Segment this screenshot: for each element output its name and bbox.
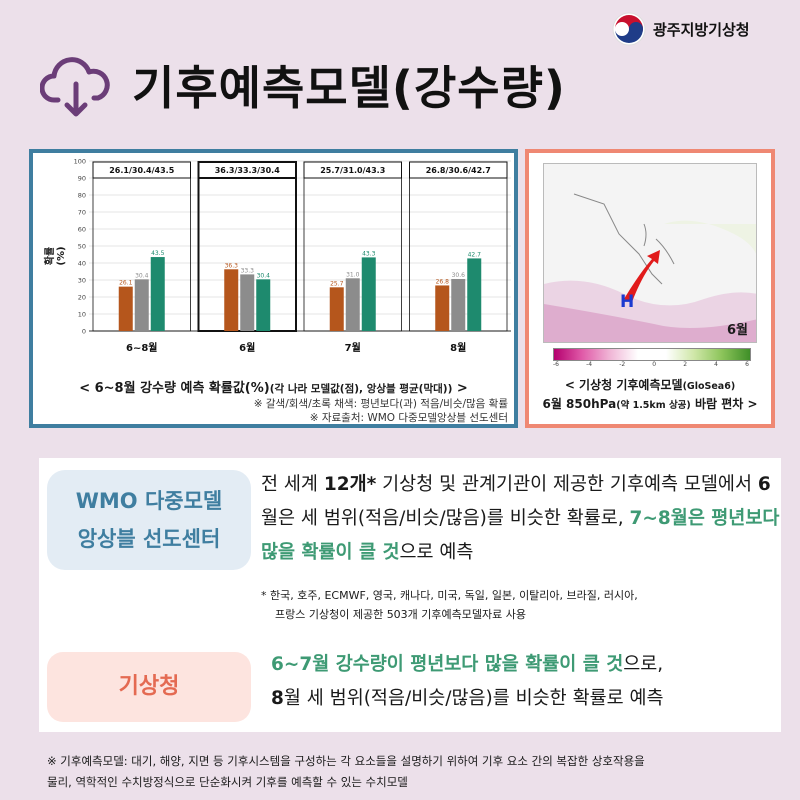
y-tick-label: 70 xyxy=(78,209,86,217)
wind-anomaly-panel: H 6월 -6 -4 -2 0 2 4 6 < 기상청 기후예측모델(GloSe… xyxy=(525,149,775,428)
colorbar xyxy=(553,348,751,361)
bar xyxy=(240,274,255,331)
map-graphic xyxy=(544,164,756,342)
bar xyxy=(435,285,450,331)
bar-data-label: 30.4 xyxy=(257,272,271,279)
bar xyxy=(256,279,271,331)
y-tick-label: 40 xyxy=(78,260,86,268)
org-name: 광주지방기상청 xyxy=(653,20,750,39)
footnote-line2: 물리, 역학적인 수치방정식으로 단순화시켜 기후를 예측할 수 있는 수치모델 xyxy=(47,775,408,789)
chart-y-axis-label: 확률 (%) xyxy=(45,246,67,266)
group-box-label: 25.7/31.0/43.3 xyxy=(320,166,385,175)
map-month-label: 6월 xyxy=(726,323,748,338)
x-category-label: 6월 xyxy=(239,342,255,354)
chart-source-note: ※ 자료출처: WMO 다중모델앙상블 선도센터 xyxy=(309,412,508,424)
y-tick-label: 80 xyxy=(78,192,86,200)
group-box-label: 36.3/33.3/30.4 xyxy=(215,166,280,175)
colorbar-tick: 4 xyxy=(714,361,718,368)
org-header: 광주지방기상청 xyxy=(612,12,750,46)
y-tick-label: 10 xyxy=(78,311,86,319)
bar-data-label: 31.0 xyxy=(346,271,360,278)
y-tick-label: 0 xyxy=(82,328,86,336)
footnote-line1: ※ 기후예측모델: 대기, 해양, 지면 등 기후시스템을 구성하는 각 요소들… xyxy=(47,754,645,768)
precipitation-probability-panel: 확률 (%) 0 10 20 30 40 50 60 70 80 90 100 26.1/30.4/4… xyxy=(29,149,518,428)
colorbar-tick: 2 xyxy=(683,361,688,368)
taegeuk-logo-icon xyxy=(612,12,646,46)
colorbar-tick: -2 xyxy=(619,361,626,368)
wmo-note-line2: 프랑스 기상청이 제공한 503개 기후예측모델자료 사용 xyxy=(275,608,526,621)
bar xyxy=(134,279,149,331)
wmo-footnote: * 한국, 호주, ECMWF, 영국, 캐나다, 미국, 독일, 일본, 이탈… xyxy=(261,586,638,624)
bar-data-label: 42.7 xyxy=(468,251,482,258)
y-tick-label: 20 xyxy=(78,294,86,302)
bar-data-label: 25.7 xyxy=(330,280,344,287)
page-title: 기후예측모델(강수량) xyxy=(132,61,566,115)
bar-data-label: 43.3 xyxy=(362,250,376,257)
chart-color-note: ※ 갈색/회색/초록 채색: 평년보다(과) 적음/비슷/많음 확률 xyxy=(253,398,508,410)
wmo-forecast-text: 전 세계 12개* 기상청 및 관계기관이 제공한 기후예측 모델에서 6월은 … xyxy=(261,474,780,563)
bar-data-label: 26.8 xyxy=(436,278,450,285)
y-tick-label: 90 xyxy=(78,175,86,183)
map-caption-line2: 6월 850hPa(약 1.5km 상공) 바람 편차 > xyxy=(542,397,758,411)
bar xyxy=(451,278,466,331)
chart-caption: < 6~8월 강수량 예측 확률값(%)(각 나라 모델값(점), 앙상블 평균… xyxy=(79,381,468,396)
x-category-label: 8월 xyxy=(450,342,466,354)
bar xyxy=(150,257,165,331)
bar-data-label: 30.4 xyxy=(135,272,149,279)
bar-data-label: 33.3 xyxy=(241,267,255,274)
bar xyxy=(361,257,376,331)
bar-data-label: 43.5 xyxy=(151,250,165,257)
bar-data-label: 30.6 xyxy=(452,272,466,279)
bar-data-label: 26.1 xyxy=(119,280,133,287)
y-tick-label: 50 xyxy=(78,243,86,251)
kma-forecast-text: 6~7월 강수량이 평년보다 많을 확률이 클 것으로, 8월 세 범위(적음/비… xyxy=(271,654,664,709)
wmo-note-line1: * 한국, 호주, ECMWF, 영국, 캐나다, 미국, 독일, 일본, 이탈… xyxy=(261,589,638,602)
colorbar-tick: 0 xyxy=(652,361,657,368)
wind-anomaly-map: H 6월 xyxy=(543,163,757,343)
colorbar-tick: -6 xyxy=(553,361,559,368)
bar xyxy=(345,278,360,331)
bar xyxy=(467,258,482,331)
y-tick-label: 100 xyxy=(74,158,86,166)
colorbar-tick: 6 xyxy=(745,361,749,368)
kma-label: 기상청 xyxy=(47,652,251,722)
wmo-label-line2: 앙상블 선도센터 xyxy=(77,527,221,551)
map-caption-line1: < 기상청 기후예측모델(GloSea6) xyxy=(564,378,736,392)
probability-bar-chart: 0 10 20 30 40 50 60 70 80 90 100 26.1/30.4/43.5 26.1… xyxy=(74,158,511,354)
group-box-label: 26.8/30.6/42.7 xyxy=(426,166,491,175)
colorbar-ticks: -6 -4 -2 0 2 4 6 xyxy=(553,361,749,368)
colorbar-tick: -4 xyxy=(586,361,593,368)
y-tick-label: 30 xyxy=(78,277,86,285)
x-category-label: 7월 xyxy=(345,342,361,354)
y-tick-label: 60 xyxy=(78,226,86,234)
group-box-label: 26.1/30.4/43.5 xyxy=(109,166,174,175)
forecast-summary-box: WMO 다중모델 앙상블 선도센터 전 세계 12개* 기상청 및 관계기관이 … xyxy=(39,458,781,732)
bar xyxy=(118,286,133,331)
high-pressure-label: H xyxy=(620,292,635,312)
model-definition-footnote: ※ 기후예측모델: 대기, 해양, 지면 등 기후시스템을 구성하는 각 요소들… xyxy=(47,751,787,793)
bar xyxy=(224,269,239,331)
bar xyxy=(329,287,344,331)
wmo-label-line1: WMO 다중모델 xyxy=(75,489,223,513)
bar-data-label: 36.3 xyxy=(225,262,239,269)
cloud-download-icon xyxy=(40,57,110,117)
wmo-label: WMO 다중모델 앙상블 선도센터 xyxy=(47,470,251,570)
x-category-label: 6~8월 xyxy=(126,342,158,354)
